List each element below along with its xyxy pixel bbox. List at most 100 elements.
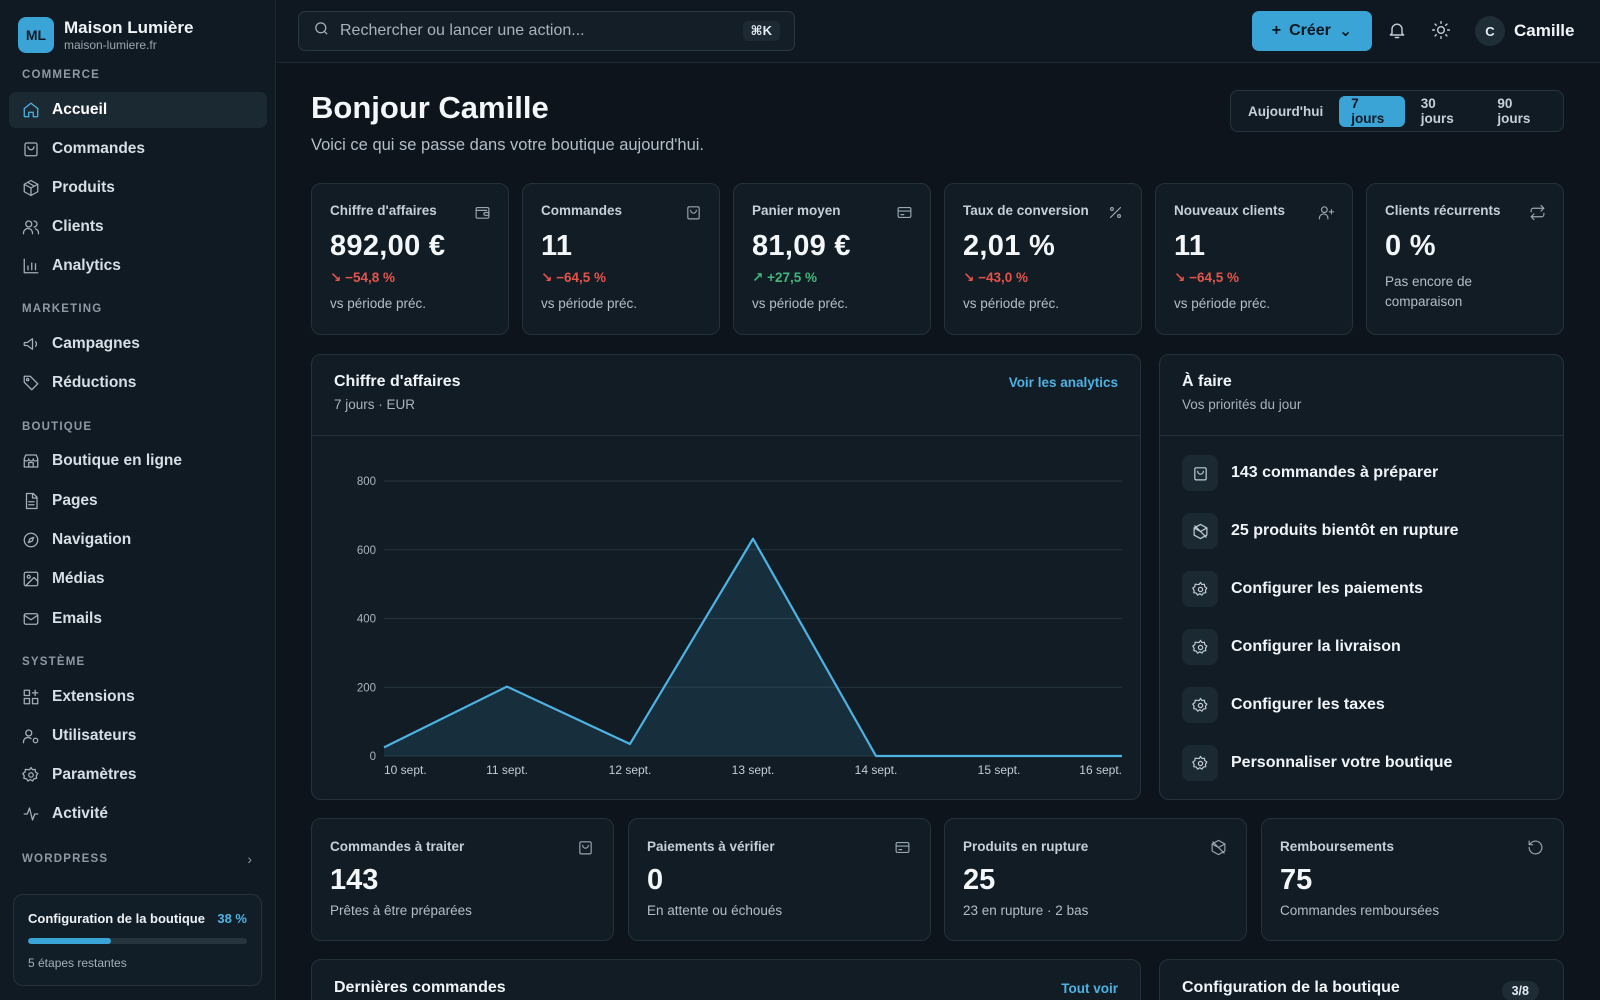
sidebar-item-analytics[interactable]: Analytics xyxy=(9,248,267,284)
todo-card: À faire Vos priorités du jour 143 comman… xyxy=(1159,354,1564,800)
create-button[interactable]: + Créer ⌄ xyxy=(1252,11,1372,51)
sidebar-item-label: Campagnes xyxy=(52,335,140,352)
brand[interactable]: ML Maison Lumière maison-lumiere.fr xyxy=(18,17,193,53)
sidebar-item-campagnes[interactable]: Campagnes xyxy=(9,326,267,362)
user-menu[interactable]: C Camille xyxy=(1475,16,1574,46)
sidebar-item-label: Emails xyxy=(52,610,102,627)
kpi-delta-value: −64,5 % xyxy=(556,270,606,285)
stat-card-orders-to-process[interactable]: Commandes à traiter 143 Prêtes à être pr… xyxy=(311,818,614,941)
sidebar-item-produits[interactable]: Produits xyxy=(9,170,267,206)
chevron-down-icon: ⌄ xyxy=(1338,23,1353,40)
sidebar-wordpress-toggle[interactable]: WORDPRESS › xyxy=(22,851,252,867)
period-selector: Aujourd'hui 7 jours 30 jours 90 jours xyxy=(1230,90,1564,132)
search-box[interactable]: ⌘K xyxy=(298,11,795,51)
todo-item-shipping[interactable]: Configurer la livraison xyxy=(1182,629,1459,665)
sidebar-item-pages[interactable]: Pages xyxy=(9,483,267,519)
kpi-note: vs période préc. xyxy=(752,296,849,311)
revenue-line xyxy=(383,537,1122,758)
bell-icon[interactable] xyxy=(1386,19,1408,41)
search-input[interactable] xyxy=(340,22,720,40)
todo-item-orders[interactable]: 143 commandes à préparer xyxy=(1182,455,1459,491)
kpi-card-orders[interactable]: Commandes 11 ↘ −64,5 % vs période préc. xyxy=(522,183,720,335)
kpi-note: vs période préc. xyxy=(330,296,427,311)
stat-card-out-of-stock[interactable]: Produits en rupture 25 23 en rupture · 2… xyxy=(944,818,1247,941)
sidebar-item-label: Produits xyxy=(52,179,115,196)
sidebar-item-navigation[interactable]: Navigation xyxy=(9,522,267,558)
period-30-days[interactable]: 30 jours xyxy=(1420,96,1454,126)
store-icon xyxy=(22,452,40,470)
x-tick-label: 13 sept. xyxy=(732,763,775,777)
nav-section-commerce: COMMERCE xyxy=(22,69,100,81)
stat-note: En attente ou échoués xyxy=(647,903,783,918)
todo-item-customize[interactable]: Personnaliser votre boutique xyxy=(1182,745,1459,781)
sidebar-item-label: Utilisateurs xyxy=(52,727,137,744)
x-tick-label: 10 sept. xyxy=(384,763,427,777)
sidebar-item-clients[interactable]: Clients xyxy=(9,209,267,245)
kpi-value: 2,01 % xyxy=(963,230,1056,262)
y-tick-label: 800 xyxy=(357,476,376,488)
sidebar-item-reductions[interactable]: Réductions xyxy=(9,365,267,401)
nav-section-boutique: BOUTIQUE xyxy=(22,421,93,433)
sidebar-item-activite[interactable]: Activité xyxy=(9,796,267,832)
kpi-card-conversion[interactable]: Taux de conversion 2,01 % ↘ −43,0 % vs p… xyxy=(944,183,1142,335)
sidebar-item-emails[interactable]: Emails xyxy=(9,601,267,637)
todo-item-payments[interactable]: Configurer les paiements xyxy=(1182,571,1459,607)
stat-card-payments-to-verify[interactable]: Paiements à vérifier 0 En attente ou éch… xyxy=(628,818,931,941)
topbar: ⌘K + Créer ⌄ C Camille xyxy=(277,0,1600,63)
package-off-icon xyxy=(1182,513,1218,549)
stat-card-refunds[interactable]: Remboursements 75 Commandes remboursées xyxy=(1261,818,1564,941)
todo-label: 143 commandes à préparer xyxy=(1231,464,1439,481)
wallet-icon xyxy=(474,204,491,226)
sidebar-item-label: Activité xyxy=(52,805,108,822)
chevron-right-icon: › xyxy=(247,851,252,867)
credit-card-icon xyxy=(894,839,911,861)
period-7-days[interactable]: 7 jours xyxy=(1339,95,1405,127)
todo-label: Personnaliser votre boutique xyxy=(1231,754,1453,771)
sidebar-item-label: Extensions xyxy=(52,688,135,705)
kpi-card-revenue[interactable]: Chiffre d'affaires 892,00 € ↘ −54,8 % vs… xyxy=(311,183,509,335)
todo-label: Configurer la livraison xyxy=(1231,638,1401,655)
sidebar-item-parametres[interactable]: Paramètres xyxy=(9,757,267,793)
stat-label: Produits en rupture xyxy=(963,839,1089,854)
kpi-value: 0 % xyxy=(1385,230,1436,262)
create-label: Créer xyxy=(1289,22,1331,39)
activity-icon xyxy=(22,805,40,823)
arrow-down-right-icon: ↘ xyxy=(541,270,553,285)
recent-orders-title: Dernières commandes xyxy=(334,979,506,996)
kpi-value: 11 xyxy=(541,230,573,262)
gear-icon xyxy=(1182,571,1218,607)
sidebar-item-commandes[interactable]: Commandes xyxy=(9,131,267,167)
stat-value: 25 xyxy=(963,864,996,896)
recent-orders-card: Dernières commandes Tout voir xyxy=(311,959,1141,1000)
view-analytics-link[interactable]: Voir les analytics xyxy=(1008,375,1118,390)
sidebar-item-boutique-en-ligne[interactable]: Boutique en ligne xyxy=(9,443,267,479)
kpi-delta-value: −43,0 % xyxy=(978,270,1028,285)
sidebar-item-accueil[interactable]: Accueil xyxy=(9,92,267,128)
setup-progress-fill xyxy=(28,938,112,944)
plus-icon: + xyxy=(1271,22,1282,39)
kpi-delta: ↘ −64,5 % xyxy=(541,270,701,286)
stat-value: 0 xyxy=(647,864,664,896)
view-all-orders-link[interactable]: Tout voir xyxy=(1061,981,1118,996)
megaphone-icon xyxy=(22,335,40,353)
kpi-card-returning-customers[interactable]: Clients récurrents 0 % Pas encore de com… xyxy=(1366,183,1564,335)
chart-subtitle: 7 jours · EUR xyxy=(334,397,416,412)
sun-icon[interactable] xyxy=(1430,19,1452,41)
sidebar-item-extensions[interactable]: Extensions xyxy=(9,679,267,715)
todo-item-stock[interactable]: 25 produits bientôt en rupture xyxy=(1182,513,1459,549)
period-90-days[interactable]: 90 jours xyxy=(1497,96,1531,126)
percent-icon xyxy=(1107,204,1124,226)
gear-icon xyxy=(1182,745,1218,781)
todo-item-taxes[interactable]: Configurer les taxes xyxy=(1182,687,1459,723)
kpi-card-new-customers[interactable]: Nouveaux clients 11 ↘ −64,5 % vs période… xyxy=(1155,183,1353,335)
sidebar-item-label: Analytics xyxy=(52,257,121,274)
sidebar-item-utilisateurs[interactable]: Utilisateurs xyxy=(9,718,267,754)
stat-label: Commandes à traiter xyxy=(330,839,465,854)
todo-label: Configurer les paiements xyxy=(1231,580,1424,597)
stat-note: 23 en rupture · 2 bas xyxy=(963,903,1089,918)
kpi-delta: ↘ −43,0 % xyxy=(963,270,1123,286)
setup-progress-card[interactable]: Configuration de la boutique 38 % 5 étap… xyxy=(13,894,262,986)
sidebar-item-medias[interactable]: Médias xyxy=(9,561,267,597)
period-today[interactable]: Aujourd'hui xyxy=(1248,103,1324,119)
kpi-card-average-basket[interactable]: Panier moyen 81,09 € ↗ +27,5 % vs périod… xyxy=(733,183,931,335)
